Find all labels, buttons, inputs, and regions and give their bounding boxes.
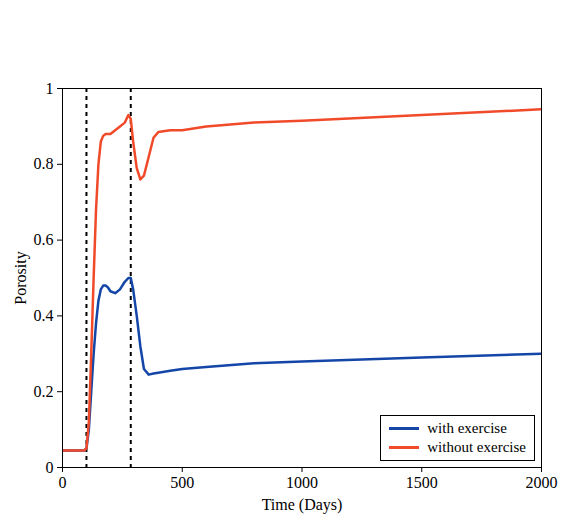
html-text:without exercise: without exercise (427, 439, 526, 455)
svg-text:Time (Days): Time (Days) (262, 496, 343, 514)
svg-text:0.4: 0.4 (34, 307, 54, 324)
svg-text:0.6: 0.6 (34, 231, 54, 248)
svg-text:0.2: 0.2 (34, 383, 54, 400)
svg-text:500: 500 (170, 474, 194, 491)
svg-text:0: 0 (59, 474, 67, 491)
svg-text:0.8: 0.8 (34, 155, 54, 172)
svg-text:2000: 2000 (526, 474, 558, 491)
svg-text:1: 1 (46, 80, 54, 97)
svg-text:1500: 1500 (406, 474, 438, 491)
svg-text:1000: 1000 (286, 474, 318, 491)
svg-text:Porosity: Porosity (12, 251, 30, 304)
html-text:with exercise: with exercise (427, 420, 507, 436)
svg-text:0: 0 (46, 459, 54, 476)
